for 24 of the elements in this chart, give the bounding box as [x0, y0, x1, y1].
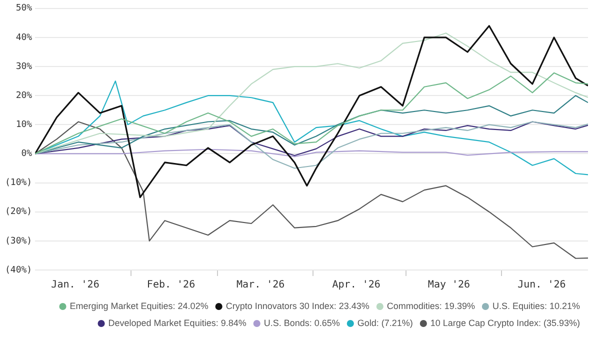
y-tick-label: 50%: [16, 4, 33, 14]
legend-label: Commodities: 19.39%: [386, 300, 475, 311]
legend-label: U.S. Bonds: 0.65%: [264, 318, 340, 328]
y-tick-label: (10%): [5, 178, 32, 188]
legend-label: Gold: (7.21%): [357, 318, 413, 328]
x-tick-label: Jun. '26: [518, 280, 566, 291]
y-tick-label: 20%: [16, 90, 33, 101]
legend-label: U.S. Equities: 10.21%: [492, 300, 580, 311]
legend-label: Emerging Market Equities: 24.02%: [70, 300, 208, 311]
legend-label: Developed Market Equities: 9.84%: [108, 318, 246, 328]
x-tick-label: Mar. '26: [236, 280, 285, 291]
y-tick-label: 40%: [16, 32, 33, 43]
x-tick-label: Apr. '26: [332, 280, 380, 291]
x-tick-label: Jan. '26: [51, 280, 100, 291]
y-tick-label: (30%): [5, 236, 32, 246]
y-tick-label: (40%): [5, 265, 32, 276]
x-tick-label: Feb. '26: [146, 280, 196, 291]
y-tick-label: (20%): [5, 207, 32, 218]
legend-label: 10 Large Cap Crypto Index: (35.93%): [430, 318, 580, 328]
y-tick-label: 30%: [16, 62, 33, 72]
legend-label: Crypto Innovators 30 Index: 23.43%: [226, 300, 370, 311]
y-tick-label: 0%: [21, 149, 33, 160]
y-tick-label: 10%: [16, 120, 33, 130]
x-tick-label: May '26: [428, 280, 470, 291]
